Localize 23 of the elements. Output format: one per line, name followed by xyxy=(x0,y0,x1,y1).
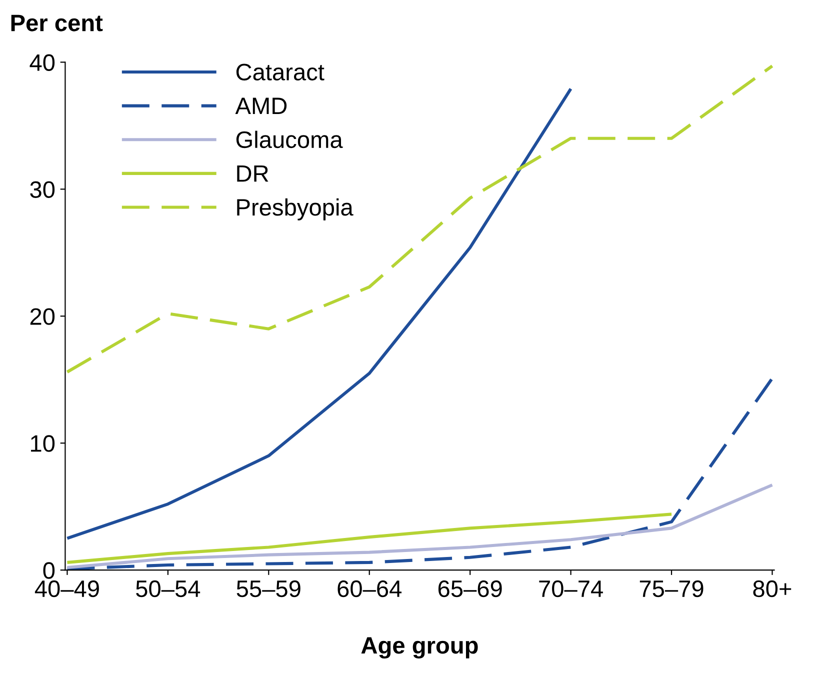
legend-label: Cataract xyxy=(236,64,324,80)
y-tick-label: 30 xyxy=(30,181,55,198)
x-tick-label: 75–79 xyxy=(640,580,704,598)
y-tick-label: 40 xyxy=(30,54,55,71)
legend-label: AMD xyxy=(235,98,287,114)
y-tick-label: 20 xyxy=(30,308,55,325)
legend-label: Presbyopia xyxy=(237,198,354,220)
legend-label: Glaucoma xyxy=(236,130,343,148)
legend-label: DR xyxy=(237,165,268,182)
x-tick-label: 55–59 xyxy=(236,580,300,598)
x-tick-label: 65–69 xyxy=(438,580,502,598)
y-tick-label: 0 xyxy=(43,562,55,579)
y-tick-label: 10 xyxy=(31,435,55,452)
x-tick-label: 60–64 xyxy=(338,580,402,598)
x-tick-label: 80+ xyxy=(753,580,792,598)
x-tick-label: 70–74 xyxy=(539,580,603,598)
line-series xyxy=(66,512,674,564)
line-series xyxy=(66,87,572,540)
line-series xyxy=(66,64,774,374)
x-tick-label: 40–49 xyxy=(34,580,99,598)
x-axis-title: Age group xyxy=(361,637,478,659)
y-axis-title: Per cent xyxy=(11,14,103,32)
x-tick-label: 50–54 xyxy=(136,580,200,598)
